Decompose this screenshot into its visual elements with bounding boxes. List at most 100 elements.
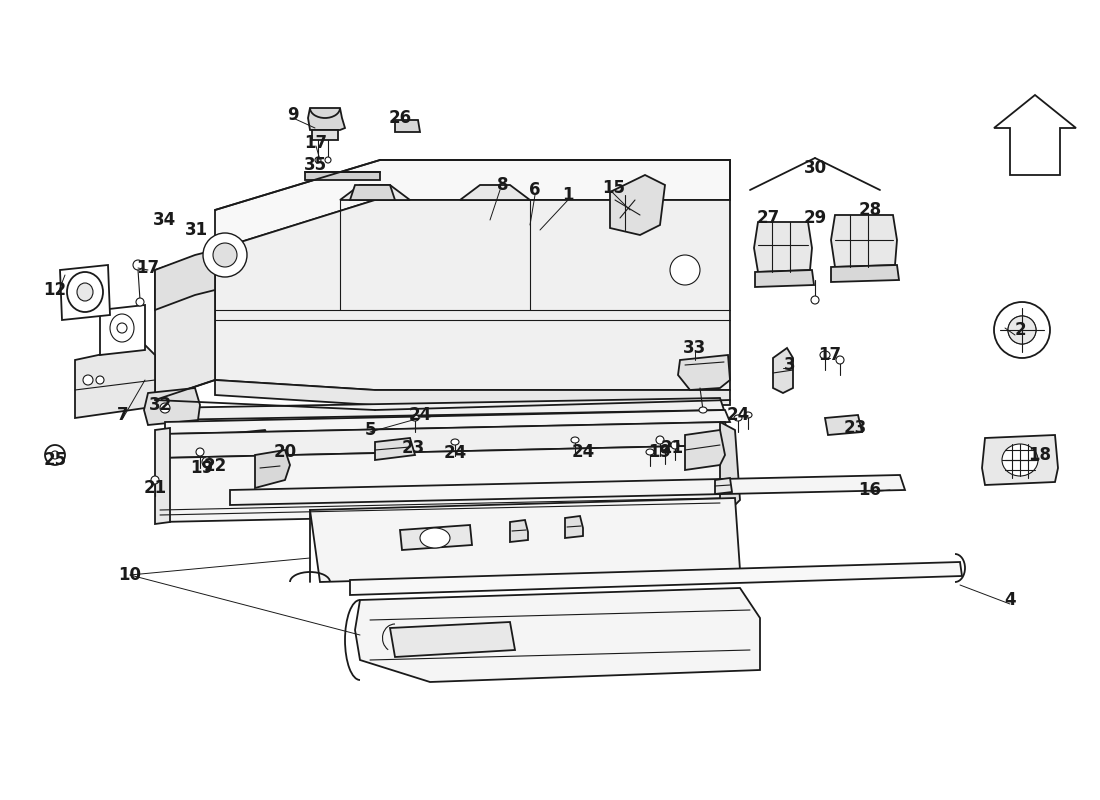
Polygon shape: [155, 250, 214, 400]
Text: 34: 34: [153, 211, 177, 229]
Ellipse shape: [571, 437, 579, 443]
Text: 1: 1: [562, 186, 574, 204]
Ellipse shape: [133, 260, 143, 270]
Polygon shape: [830, 265, 899, 282]
Text: 21: 21: [143, 479, 166, 497]
Ellipse shape: [117, 323, 126, 333]
Text: 17: 17: [305, 134, 328, 152]
Text: 12: 12: [43, 281, 67, 299]
Ellipse shape: [661, 447, 669, 453]
Text: 26: 26: [388, 109, 411, 127]
Polygon shape: [312, 130, 338, 140]
Polygon shape: [310, 498, 740, 582]
Polygon shape: [305, 172, 380, 180]
Ellipse shape: [204, 233, 248, 277]
Ellipse shape: [67, 272, 103, 312]
Polygon shape: [100, 305, 145, 355]
Ellipse shape: [213, 243, 236, 267]
Ellipse shape: [656, 436, 664, 444]
Ellipse shape: [151, 476, 160, 484]
Ellipse shape: [202, 457, 212, 467]
Ellipse shape: [994, 302, 1050, 358]
Polygon shape: [75, 345, 155, 418]
Ellipse shape: [420, 528, 450, 548]
Ellipse shape: [836, 356, 844, 364]
Polygon shape: [565, 516, 583, 538]
Polygon shape: [720, 422, 740, 510]
Ellipse shape: [451, 439, 459, 445]
Polygon shape: [982, 435, 1058, 485]
Polygon shape: [994, 95, 1076, 175]
Ellipse shape: [77, 283, 94, 301]
Text: 24: 24: [443, 444, 466, 462]
Text: 16: 16: [858, 481, 881, 499]
Polygon shape: [400, 525, 472, 550]
Polygon shape: [165, 410, 730, 434]
Text: 15: 15: [603, 179, 626, 197]
Polygon shape: [610, 175, 665, 235]
Ellipse shape: [1008, 316, 1036, 344]
Text: 4: 4: [1004, 591, 1015, 609]
Ellipse shape: [160, 403, 170, 413]
Ellipse shape: [646, 449, 654, 455]
Ellipse shape: [670, 255, 700, 285]
Text: 35: 35: [304, 156, 327, 174]
Text: 22: 22: [204, 457, 227, 475]
Polygon shape: [160, 422, 730, 458]
Text: 2: 2: [1014, 321, 1026, 339]
Polygon shape: [678, 355, 730, 390]
Polygon shape: [308, 108, 345, 130]
Polygon shape: [60, 265, 110, 320]
Ellipse shape: [411, 415, 419, 421]
Text: 24: 24: [408, 406, 431, 424]
Polygon shape: [825, 415, 862, 435]
Polygon shape: [214, 200, 730, 390]
Text: 24: 24: [726, 406, 749, 424]
Polygon shape: [160, 445, 735, 522]
Polygon shape: [350, 185, 395, 200]
Text: 7: 7: [118, 406, 129, 424]
Polygon shape: [390, 622, 515, 657]
Ellipse shape: [734, 415, 742, 421]
Polygon shape: [255, 450, 290, 488]
Text: 19: 19: [190, 459, 213, 477]
Polygon shape: [155, 250, 214, 310]
Text: 30: 30: [803, 159, 826, 177]
Ellipse shape: [820, 351, 830, 359]
Polygon shape: [160, 398, 724, 420]
Text: 28: 28: [858, 201, 881, 219]
Polygon shape: [375, 438, 415, 460]
Polygon shape: [355, 588, 760, 682]
Text: 21: 21: [660, 439, 683, 457]
Text: 6: 6: [529, 181, 541, 199]
Polygon shape: [754, 222, 812, 272]
Ellipse shape: [45, 445, 65, 465]
Text: 23: 23: [844, 419, 867, 437]
Polygon shape: [755, 270, 814, 287]
Ellipse shape: [315, 157, 321, 163]
Ellipse shape: [1002, 444, 1038, 476]
Polygon shape: [214, 430, 310, 518]
Ellipse shape: [744, 412, 752, 418]
Text: 5: 5: [364, 421, 376, 439]
Polygon shape: [998, 318, 1042, 342]
Text: 33: 33: [683, 339, 706, 357]
Ellipse shape: [51, 451, 59, 459]
Ellipse shape: [811, 296, 819, 304]
Text: 27: 27: [757, 209, 780, 227]
Polygon shape: [460, 185, 530, 200]
Text: 23: 23: [402, 439, 425, 457]
Text: 10: 10: [119, 566, 142, 584]
Text: 19: 19: [648, 443, 672, 461]
Polygon shape: [144, 388, 200, 425]
Ellipse shape: [110, 314, 134, 342]
Text: 18: 18: [1028, 446, 1052, 464]
Ellipse shape: [96, 376, 104, 384]
Ellipse shape: [324, 157, 331, 163]
Ellipse shape: [671, 441, 679, 449]
Polygon shape: [214, 380, 730, 405]
Ellipse shape: [196, 448, 204, 456]
Ellipse shape: [1008, 316, 1036, 344]
Polygon shape: [214, 160, 730, 250]
Polygon shape: [685, 430, 725, 470]
